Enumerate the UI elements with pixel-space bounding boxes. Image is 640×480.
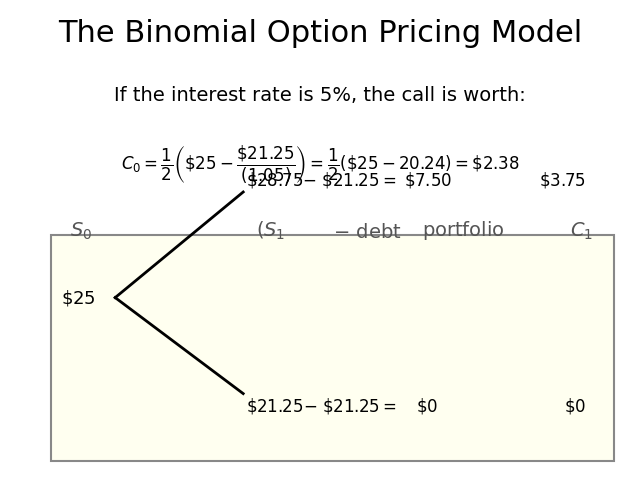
Text: $\$0$: $\$0$ [564, 396, 586, 416]
Text: $(S_1$: $(S_1$ [256, 220, 285, 242]
Text: If the interest rate is 5%, the call is worth:: If the interest rate is 5%, the call is … [114, 86, 526, 106]
Text: $\$3.75$: $\$3.75$ [539, 169, 586, 190]
Text: The Binomial Option Pricing Model: The Binomial Option Pricing Model [58, 19, 582, 48]
Text: $\mathregular{portfolio}$: $\mathregular{portfolio}$ [422, 219, 505, 242]
Text: $C_0 = \dfrac{1}{2}\left(\$25 - \dfrac{\$21.25}{(1.05)}\right) = \dfrac{1}{2}(\$: $C_0 = \dfrac{1}{2}\left(\$25 - \dfrac{\… [120, 144, 520, 186]
Text: $C_1$: $C_1$ [570, 221, 593, 242]
Text: $S_0$: $S_0$ [70, 221, 93, 242]
FancyBboxPatch shape [51, 235, 614, 461]
Text: $\$28.75\mathregular{-}\ \$21.25 = \ \$7.50$: $\$28.75\mathregular{-}\ \$21.25 = \ \$7… [246, 169, 452, 190]
Text: $-\ \mathregular{debt}$: $-\ \mathregular{debt}$ [333, 223, 401, 242]
Text: $\$25$: $\$25$ [61, 288, 95, 308]
Text: $\$21.25\mathregular{-}\ \$21.25 = \quad \$0$: $\$21.25\mathregular{-}\ \$21.25 = \quad… [246, 396, 438, 416]
